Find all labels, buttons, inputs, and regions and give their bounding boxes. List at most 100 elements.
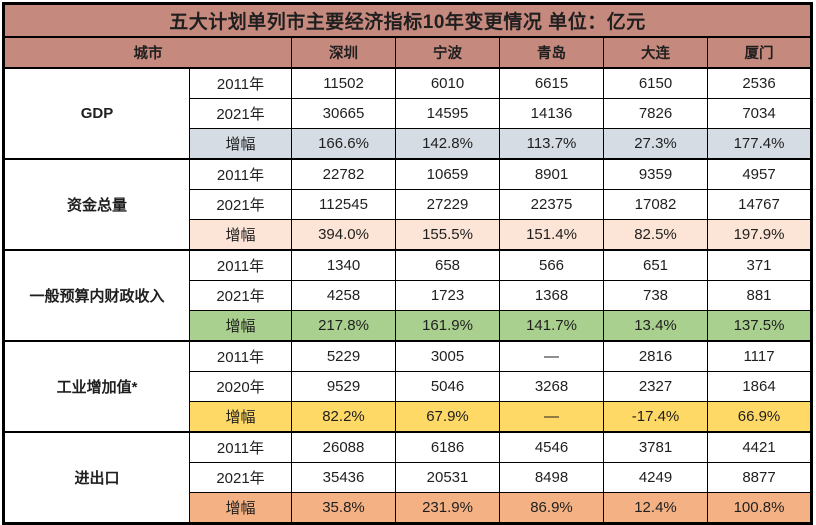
growth-value-cell: 137.5%	[706, 310, 813, 342]
value-cell: 22375	[499, 189, 604, 220]
value-cell: 1340	[291, 249, 396, 281]
value-cell: 6150	[603, 67, 708, 99]
growth-value-cell: 86.9%	[499, 492, 604, 524]
growth-value-cell: 217.8%	[291, 310, 396, 342]
value-cell: 6010	[395, 67, 500, 99]
table-row: 资金总量 2011年 22782 10659 8901 9359 4957	[3, 158, 813, 251]
growth-value-cell: 155.5%	[395, 219, 500, 251]
growth-value-cell: 82.2%	[291, 401, 396, 433]
value-cell: 4957	[706, 158, 813, 190]
value-cell: 35436	[291, 462, 396, 493]
growth-value-cell: 113.7%	[499, 128, 604, 160]
year-label-cell: 2021年	[189, 280, 292, 311]
growth-label-cell: 增幅	[189, 219, 292, 251]
value-cell: 5046	[395, 371, 500, 402]
year-label-cell: 2021年	[189, 98, 292, 129]
value-cell: 4421	[706, 431, 813, 463]
growth-value-cell: 166.6%	[291, 128, 396, 160]
value-cell: 8498	[499, 462, 604, 493]
value-cell: 5229	[291, 340, 396, 372]
table-row: 进出口 2011年 26088 6186 4546 3781 4421	[3, 431, 813, 524]
growth-value-cell: 27.3%	[603, 128, 708, 160]
growth-value-cell: 177.4%	[706, 128, 813, 160]
value-cell: 26088	[291, 431, 396, 463]
growth-value-cell: 161.9%	[395, 310, 500, 342]
value-cell: 7034	[706, 98, 813, 129]
growth-value-cell: 394.0%	[291, 219, 396, 251]
city-header-qingdao: 青岛	[499, 36, 604, 69]
value-cell: 14767	[706, 189, 813, 220]
value-cell: 2327	[603, 371, 708, 402]
value-cell: 3268	[499, 371, 604, 402]
value-cell: 4249	[603, 462, 708, 493]
value-cell: 371	[706, 249, 813, 281]
value-cell: 6615	[499, 67, 604, 99]
city-header-xiamen: 厦门	[706, 36, 813, 69]
year-label-cell: 2021年	[189, 189, 292, 220]
growth-value-cell: 35.8%	[291, 492, 396, 524]
table-row: 增幅 394.0% 155.5% 151.4% 82.5% 197.9%	[4, 219, 813, 251]
growth-value-cell: 67.9%	[395, 401, 500, 433]
value-cell: 2536	[706, 67, 813, 99]
table-row: 2021年 30665 14595 14136 7826 7034	[4, 98, 813, 129]
value-cell: 14136	[499, 98, 604, 129]
growth-label-cell: 增幅	[189, 310, 292, 342]
value-cell: 10659	[395, 158, 500, 190]
growth-value-cell: 151.4%	[499, 219, 604, 251]
value-cell: —	[499, 340, 604, 372]
value-cell: 9529	[291, 371, 396, 402]
growth-value-cell: 66.9%	[706, 401, 813, 433]
growth-value-cell: —	[499, 401, 604, 433]
growth-label-cell: 增幅	[189, 128, 292, 160]
table-row: 一般预算内财政收入 2011年 1340 658 566 651 371	[3, 249, 813, 342]
table-row: 2021年 35436 20531 8498 4249 8877	[4, 462, 813, 493]
value-cell: 651	[603, 249, 708, 281]
growth-value-cell: -17.4%	[603, 401, 708, 433]
value-cell: 27229	[395, 189, 500, 220]
value-cell: 3781	[603, 431, 708, 463]
indicator-cell: 一般预算内财政收入	[3, 249, 190, 342]
value-cell: 1368	[499, 280, 604, 311]
value-cell: 14595	[395, 98, 500, 129]
value-cell: 4546	[499, 431, 604, 463]
value-cell: 30665	[291, 98, 396, 129]
table-row: 2021年 4258 1723 1368 738 881	[4, 280, 813, 311]
city-header-ningbo: 宁波	[395, 36, 500, 69]
table-row: GDP 2011年 11502 6010 6615 6150 2536	[3, 67, 813, 160]
table-row: 工业增加值* 2011年 5229 3005—2816 1117	[3, 340, 813, 433]
value-cell: 881	[706, 280, 813, 311]
year-label-cell: 2020年	[189, 371, 292, 402]
table-row: 2021年 112545 27229 22375 17082 14767	[4, 189, 813, 220]
value-cell: 22782	[291, 158, 396, 190]
indicator-cell: 工业增加值*	[3, 340, 190, 433]
growth-value-cell: 82.5%	[603, 219, 708, 251]
growth-value-cell: 100.8%	[706, 492, 813, 524]
value-cell: 1117	[706, 340, 813, 372]
city-header-shenzhen: 深圳	[291, 36, 396, 69]
value-cell: 8877	[706, 462, 813, 493]
value-cell: 112545	[291, 189, 396, 220]
year-label-cell: 2011年	[189, 158, 292, 190]
value-cell: 11502	[291, 67, 396, 99]
value-cell: 1864	[706, 371, 813, 402]
year-label-cell: 2011年	[189, 67, 292, 99]
value-cell: 9359	[603, 158, 708, 190]
growth-value-cell: 197.9%	[706, 219, 813, 251]
corner-header-city: 城市	[3, 36, 292, 69]
header-row: 城市 深圳 宁波 青岛 大连 厦门	[3, 36, 813, 69]
value-cell: 738	[603, 280, 708, 311]
year-label-cell: 2011年	[189, 340, 292, 372]
city-header-dalian: 大连	[603, 36, 708, 69]
growth-label-cell: 增幅	[189, 492, 292, 524]
growth-value-cell: 231.9%	[395, 492, 500, 524]
table-row: 增幅 217.8% 161.9% 141.7% 13.4% 137.5%	[4, 310, 813, 342]
indicator-cell: 资金总量	[3, 158, 190, 251]
value-cell: 7826	[603, 98, 708, 129]
table-row: 增幅 166.6% 142.8% 113.7% 27.3% 177.4%	[4, 128, 813, 160]
value-cell: 6186	[395, 431, 500, 463]
growth-value-cell: 12.4%	[603, 492, 708, 524]
value-cell: 2816	[603, 340, 708, 372]
growth-value-cell: 13.4%	[603, 310, 708, 342]
table-title: 五大计划单列市主要经济指标10年变更情况 单位：亿元	[2, 3, 813, 38]
